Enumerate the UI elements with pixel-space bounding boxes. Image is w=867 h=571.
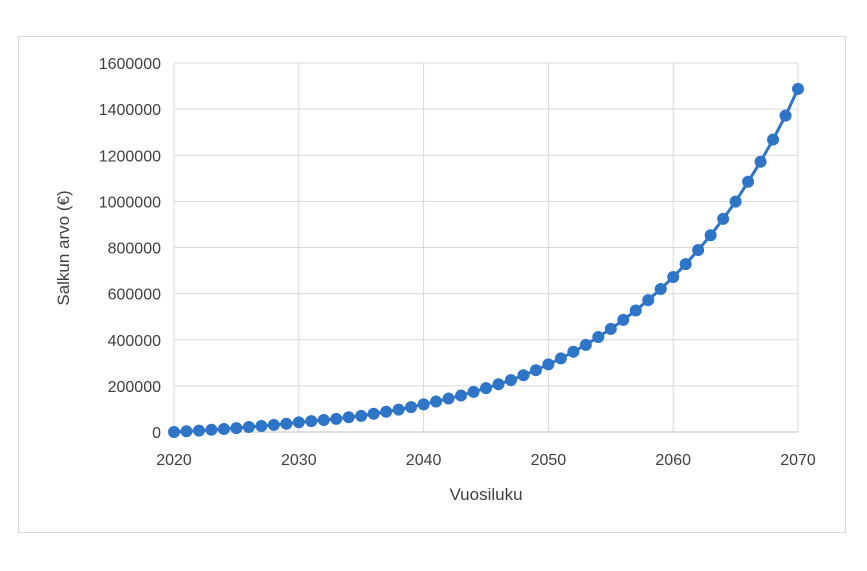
data-point [629,304,642,317]
data-point [717,212,730,225]
x-tick-label: 2060 [655,452,691,469]
data-point [280,417,293,430]
data-point [205,423,218,436]
data-point [342,411,355,424]
y-tick-label: 1000000 [99,194,161,211]
data-point [792,82,804,95]
data-point [480,382,492,395]
data-point [467,385,480,398]
gridlines [173,62,799,432]
data-point [779,109,792,122]
data-point [255,420,268,433]
x-axis-title: Vuosiluku [449,485,522,504]
data-point [330,412,343,425]
data-point [417,398,430,411]
data-point [542,358,555,371]
data-point [592,330,605,343]
y-tick-label: 200000 [108,379,161,396]
data-point [392,403,405,416]
data-point [168,426,180,438]
data-point [617,313,630,326]
data-point [742,175,755,188]
data-point [604,322,617,335]
y-tick-label: 400000 [108,333,161,350]
y-tick-label: 1200000 [99,148,161,165]
data-point [492,378,505,391]
data-point [554,352,567,365]
data-point [517,369,530,382]
data-point [305,415,318,428]
chart-frame [18,36,846,533]
data-point [642,294,655,307]
x-tick-label: 2050 [531,452,567,469]
data-point [529,364,542,377]
y-axis-title: Salkun arvo (€) [54,190,73,305]
data-point [192,424,205,437]
data-point [455,389,468,402]
data-point [242,421,255,434]
data-point [579,338,592,351]
data-point [767,133,780,146]
data-point [380,405,393,418]
tick-labels: 0 200000 400000 600000 800000 1000000 1200000 1… [99,56,816,469]
data-point [692,244,705,257]
data-point [504,374,517,387]
data-point [317,414,330,427]
x-tick-label: 2020 [156,452,192,469]
data-point [754,155,767,168]
data-point [217,423,230,436]
data-point [430,395,443,408]
data-point [729,195,742,208]
x-tick-label: 2070 [780,452,816,469]
data-point [355,409,368,422]
x-tick-label: 2030 [281,452,317,469]
data-point [704,229,717,242]
y-tick-label: 800000 [108,241,161,258]
data-point [180,425,193,438]
data-point [367,407,380,420]
data-point [267,418,280,431]
data-point [442,392,455,405]
data-point [292,416,305,429]
y-tick-label: 0 [152,425,161,442]
data-point [654,283,667,296]
data-point [230,422,243,435]
data-point [679,258,692,271]
data-point [405,401,418,414]
x-tick-label: 2040 [406,452,442,469]
y-tick-label: 600000 [108,287,161,304]
series-layer [168,82,804,438]
y-tick-label: 1600000 [99,56,161,73]
data-point [667,271,680,284]
y-tick-label: 1400000 [99,102,161,119]
series-line [173,88,800,434]
data-point [567,345,580,358]
